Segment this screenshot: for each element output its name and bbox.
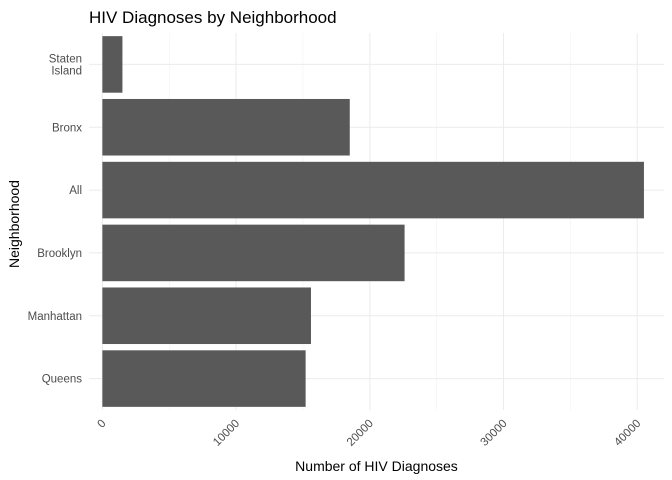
y-tick-label: All — [69, 185, 82, 197]
y-tick-label: Manhattan — [28, 311, 82, 323]
y-tick-label: Queens — [42, 374, 83, 386]
bar — [102, 98, 350, 156]
bar — [102, 350, 306, 407]
bar — [102, 161, 644, 219]
x-tick-label: 30000 — [479, 418, 510, 449]
y-tick-label: Brooklyn — [37, 248, 82, 260]
y-tick-label: Bronx — [52, 122, 82, 134]
bar — [102, 287, 311, 345]
y-tick-label: Staten Island — [49, 53, 82, 77]
bars — [102, 36, 644, 407]
x-tick-label: 10000 — [211, 418, 242, 449]
chart-title: HIV Diagnoses by Neighborhood — [89, 8, 337, 27]
x-tick-labels: 0 10000 20000 30000 40000 — [95, 418, 643, 449]
bar — [102, 224, 405, 282]
bar — [102, 36, 123, 93]
x-axis-title: Number of HIV Diagnoses — [295, 458, 458, 474]
x-tick-label: 0 — [95, 418, 108, 431]
y-tick-labels: Staten Island Bronx All Brooklyn Manhattan Que… — [28, 53, 83, 385]
x-tick-label: 20000 — [345, 418, 376, 449]
y-axis-title: Neighborhood — [6, 180, 22, 268]
x-tick-label: 40000 — [612, 418, 643, 449]
